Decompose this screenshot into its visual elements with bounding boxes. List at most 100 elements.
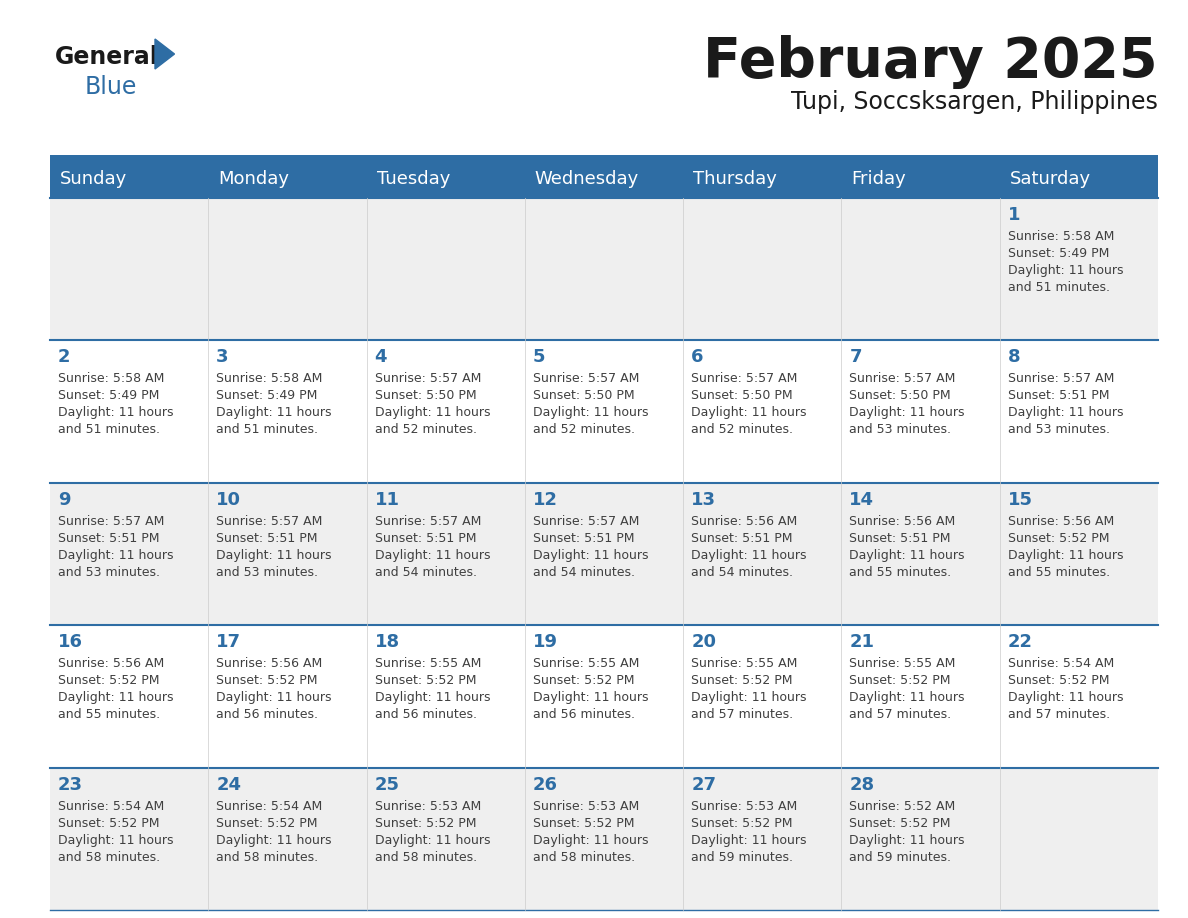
Text: and 52 minutes.: and 52 minutes. [533,423,634,436]
Text: Sunset: 5:52 PM: Sunset: 5:52 PM [216,674,317,688]
Text: 12: 12 [533,491,558,509]
Bar [50,341,1158,483]
Text: 16: 16 [58,633,83,651]
Text: and 55 minutes.: and 55 minutes. [58,708,160,722]
Text: Daylight: 11 hours: Daylight: 11 hours [374,691,491,704]
Text: Tuesday: Tuesday [377,170,450,188]
Text: Daylight: 11 hours: Daylight: 11 hours [58,834,173,846]
Text: Daylight: 11 hours: Daylight: 11 hours [1007,549,1123,562]
Text: and 54 minutes.: and 54 minutes. [374,565,476,579]
Text: Sunset: 5:50 PM: Sunset: 5:50 PM [691,389,792,402]
Text: 9: 9 [58,491,70,509]
Text: Daylight: 11 hours: Daylight: 11 hours [1007,407,1123,420]
Bar [50,767,1158,910]
Text: Daylight: 11 hours: Daylight: 11 hours [533,834,649,846]
Text: Daylight: 11 hours: Daylight: 11 hours [849,549,965,562]
Text: Sunset: 5:52 PM: Sunset: 5:52 PM [216,817,317,830]
Text: and 54 minutes.: and 54 minutes. [533,565,634,579]
Text: Sunset: 5:49 PM: Sunset: 5:49 PM [58,389,159,402]
Text: 23: 23 [58,776,83,793]
Text: 26: 26 [533,776,558,793]
Text: Sunrise: 5:57 AM: Sunrise: 5:57 AM [533,515,639,528]
Text: Sunset: 5:52 PM: Sunset: 5:52 PM [1007,532,1110,544]
Text: Daylight: 11 hours: Daylight: 11 hours [691,549,807,562]
Text: 24: 24 [216,776,241,793]
Text: and 53 minutes.: and 53 minutes. [1007,423,1110,436]
Text: Daylight: 11 hours: Daylight: 11 hours [216,407,331,420]
Text: Daylight: 11 hours: Daylight: 11 hours [691,834,807,846]
Text: Sunrise: 5:55 AM: Sunrise: 5:55 AM [849,657,956,670]
Text: 4: 4 [374,349,387,366]
Text: Sunset: 5:52 PM: Sunset: 5:52 PM [691,674,792,688]
Text: Thursday: Thursday [693,170,777,188]
Text: and 53 minutes.: and 53 minutes. [216,565,318,579]
Text: 3: 3 [216,349,229,366]
Text: Sunrise: 5:55 AM: Sunrise: 5:55 AM [374,657,481,670]
Text: Sunset: 5:52 PM: Sunset: 5:52 PM [374,674,476,688]
Text: Daylight: 11 hours: Daylight: 11 hours [58,549,173,562]
Text: Daylight: 11 hours: Daylight: 11 hours [216,691,331,704]
Text: Daylight: 11 hours: Daylight: 11 hours [216,549,331,562]
Text: 10: 10 [216,491,241,509]
Text: Sunrise: 5:56 AM: Sunrise: 5:56 AM [849,515,955,528]
Text: and 58 minutes.: and 58 minutes. [216,851,318,864]
Text: and 58 minutes.: and 58 minutes. [374,851,476,864]
Bar [50,483,1158,625]
Text: and 51 minutes.: and 51 minutes. [1007,281,1110,294]
Text: February 2025: February 2025 [703,35,1158,89]
Text: Blue: Blue [86,75,138,99]
Text: and 57 minutes.: and 57 minutes. [1007,708,1110,722]
Text: Sunrise: 5:56 AM: Sunrise: 5:56 AM [216,657,322,670]
Text: 19: 19 [533,633,558,651]
Text: Wednesday: Wednesday [535,170,639,188]
Text: Sunrise: 5:52 AM: Sunrise: 5:52 AM [849,800,955,812]
Text: Sunrise: 5:58 AM: Sunrise: 5:58 AM [58,373,164,386]
Text: Sunset: 5:51 PM: Sunset: 5:51 PM [216,532,317,544]
Text: Daylight: 11 hours: Daylight: 11 hours [849,691,965,704]
Text: Sunrise: 5:57 AM: Sunrise: 5:57 AM [849,373,956,386]
Text: Sunset: 5:52 PM: Sunset: 5:52 PM [58,817,159,830]
Text: and 58 minutes.: and 58 minutes. [533,851,634,864]
Text: Sunrise: 5:56 AM: Sunrise: 5:56 AM [691,515,797,528]
Bar [50,198,1158,341]
Text: and 57 minutes.: and 57 minutes. [849,708,952,722]
Text: Daylight: 11 hours: Daylight: 11 hours [849,834,965,846]
Text: and 54 minutes.: and 54 minutes. [691,565,794,579]
Text: Sunset: 5:52 PM: Sunset: 5:52 PM [374,817,476,830]
Text: Sunset: 5:52 PM: Sunset: 5:52 PM [1007,674,1110,688]
Text: Sunrise: 5:57 AM: Sunrise: 5:57 AM [374,515,481,528]
Text: Daylight: 11 hours: Daylight: 11 hours [58,407,173,420]
Text: Daylight: 11 hours: Daylight: 11 hours [691,691,807,704]
Text: 14: 14 [849,491,874,509]
Polygon shape [154,39,175,69]
Text: Sunrise: 5:56 AM: Sunrise: 5:56 AM [58,657,164,670]
Text: Sunset: 5:52 PM: Sunset: 5:52 PM [533,674,634,688]
Text: Sunrise: 5:56 AM: Sunrise: 5:56 AM [1007,515,1114,528]
Text: Tupi, Soccsksargen, Philippines: Tupi, Soccsksargen, Philippines [791,90,1158,114]
Text: Daylight: 11 hours: Daylight: 11 hours [216,834,331,846]
Text: Monday: Monday [219,170,290,188]
Text: Sunrise: 5:57 AM: Sunrise: 5:57 AM [533,373,639,386]
Text: and 53 minutes.: and 53 minutes. [849,423,952,436]
Text: and 55 minutes.: and 55 minutes. [849,565,952,579]
Text: 5: 5 [533,349,545,366]
Text: Sunrise: 5:53 AM: Sunrise: 5:53 AM [374,800,481,812]
Text: Sunset: 5:51 PM: Sunset: 5:51 PM [1007,389,1110,402]
Text: Sunrise: 5:53 AM: Sunrise: 5:53 AM [691,800,797,812]
Text: 15: 15 [1007,491,1032,509]
Text: Sunset: 5:50 PM: Sunset: 5:50 PM [374,389,476,402]
Text: Sunrise: 5:57 AM: Sunrise: 5:57 AM [1007,373,1114,386]
Text: Friday: Friday [852,170,906,188]
Text: Sunrise: 5:53 AM: Sunrise: 5:53 AM [533,800,639,812]
Text: Sunset: 5:49 PM: Sunset: 5:49 PM [1007,247,1110,260]
Text: Sunset: 5:51 PM: Sunset: 5:51 PM [849,532,950,544]
Text: Sunset: 5:52 PM: Sunset: 5:52 PM [849,817,950,830]
Text: Sunrise: 5:57 AM: Sunrise: 5:57 AM [216,515,323,528]
Text: 25: 25 [374,776,399,793]
Text: Sunrise: 5:57 AM: Sunrise: 5:57 AM [58,515,164,528]
Text: Sunset: 5:51 PM: Sunset: 5:51 PM [374,532,476,544]
Text: Saturday: Saturday [1010,170,1091,188]
Text: 2: 2 [58,349,70,366]
Text: 22: 22 [1007,633,1032,651]
Text: Daylight: 11 hours: Daylight: 11 hours [374,549,491,562]
